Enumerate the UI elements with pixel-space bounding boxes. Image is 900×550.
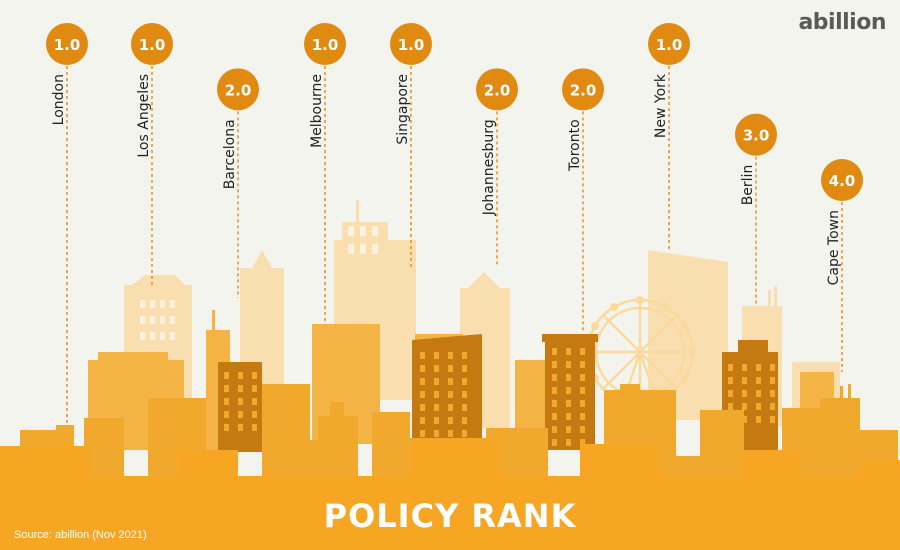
rank-point	[46, 23, 88, 65]
city-label: Melbourne	[309, 74, 325, 148]
rank-point	[131, 23, 173, 65]
chart-title: POLICY RANK	[323, 497, 577, 535]
city-label: Barcelona	[222, 119, 238, 189]
rank-point	[648, 23, 690, 65]
city-label: Johannesburg	[481, 119, 497, 216]
data-label: 1.0	[54, 36, 81, 54]
data-label: 1.0	[656, 36, 683, 54]
data-label: 3.0	[743, 127, 770, 145]
data-label: 1.0	[398, 36, 425, 54]
city-label: London	[51, 74, 67, 125]
data-label: 1.0	[312, 36, 339, 54]
rank-point	[476, 68, 518, 111]
city-label: Cape Town	[826, 210, 842, 285]
rank-point	[390, 23, 432, 65]
data-label: 4.0	[829, 172, 856, 190]
rank-point	[217, 68, 259, 111]
rank-point	[304, 23, 346, 65]
city-label: New York	[653, 73, 669, 138]
data-label: 2.0	[570, 81, 597, 99]
rank-point	[735, 113, 777, 156]
city-label: Singapore	[395, 74, 411, 145]
city-label: Los Angeles	[136, 74, 152, 158]
rank-point	[821, 159, 863, 201]
data-label: 2.0	[225, 81, 252, 99]
source-note: Source: abillion (Nov 2021)	[14, 529, 147, 541]
city-label: Berlin	[740, 165, 756, 206]
city-label: Toronto	[567, 119, 583, 172]
rank-point	[562, 68, 604, 111]
abillion-logo: abillion	[798, 10, 886, 35]
data-label: 2.0	[484, 81, 511, 99]
data-label: 1.0	[139, 36, 166, 54]
